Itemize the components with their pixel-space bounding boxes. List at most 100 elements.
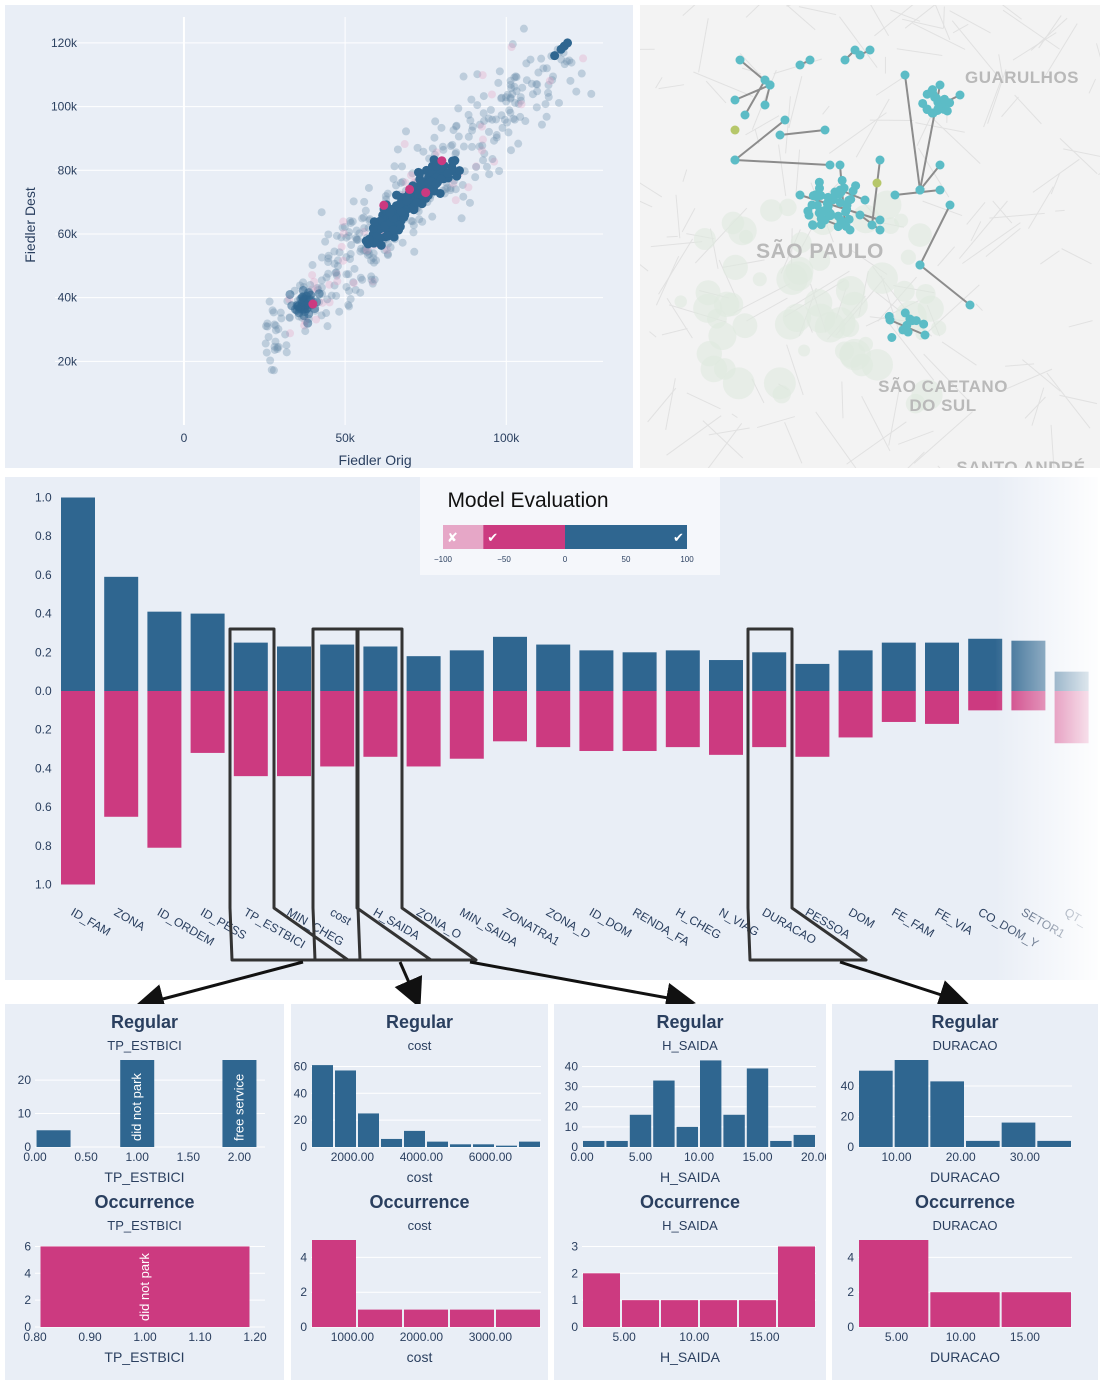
regular-bar-zona_d[interactable] — [536, 645, 570, 691]
histogram-bar[interactable] — [312, 1065, 333, 1147]
occurrence-bar-renda_fa[interactable] — [623, 691, 657, 751]
trip-node-highlight[interactable] — [731, 126, 740, 135]
trip-node[interactable] — [838, 176, 847, 185]
histogram-bar[interactable] — [747, 1068, 768, 1147]
occurrence-bar-zonatra1[interactable] — [493, 691, 527, 741]
trip-node[interactable] — [856, 51, 865, 60]
regular-bar-n_viag[interactable] — [709, 660, 743, 691]
trip-node[interactable] — [836, 161, 845, 170]
occurrence-bar-cost[interactable] — [320, 691, 354, 766]
regular-bar-min_cheg[interactable] — [277, 646, 311, 691]
trip-node[interactable] — [946, 201, 955, 210]
regular-bar-tp_estbici[interactable] — [234, 643, 268, 691]
histogram-bar[interactable] — [496, 1310, 540, 1327]
trip-node[interactable] — [861, 196, 870, 205]
occurrence-bar-duracao[interactable] — [752, 691, 786, 747]
trip-node[interactable] — [731, 156, 740, 165]
trip-node[interactable] — [918, 99, 927, 108]
histogram-bar[interactable] — [1037, 1141, 1071, 1147]
trip-node[interactable] — [736, 56, 745, 65]
trip-node[interactable] — [796, 61, 805, 70]
trip-node[interactable] — [823, 203, 832, 212]
occurrence-bar-min_cheg[interactable] — [277, 691, 311, 776]
occurrence-bar-tp_estbici[interactable] — [234, 691, 268, 776]
regular-bar-dom[interactable] — [839, 650, 873, 691]
histogram-bar[interactable] — [700, 1060, 721, 1147]
trip-node[interactable] — [821, 126, 830, 135]
histogram-bar[interactable] — [700, 1300, 737, 1327]
histogram-bar[interactable] — [1002, 1123, 1036, 1147]
regular-bar-id_dom[interactable] — [579, 650, 613, 691]
trip-node[interactable] — [936, 186, 945, 195]
occurrence-bar-fe_fam[interactable] — [882, 691, 916, 722]
histogram-bar[interactable] — [1002, 1292, 1071, 1327]
histogram-bar[interactable] — [677, 1127, 698, 1147]
histogram-bar[interactable] — [770, 1141, 791, 1147]
trip-node[interactable] — [826, 211, 835, 220]
model-evaluation-chart[interactable]: 1.00.80.60.40.20.00.20.40.60.81.0ID_FAMZ… — [5, 477, 1098, 980]
histogram-bar[interactable] — [895, 1060, 929, 1147]
trip-node[interactable] — [923, 90, 932, 99]
histogram-bar[interactable] — [381, 1139, 402, 1147]
occurrence-bar-id_pess[interactable] — [191, 691, 225, 753]
histogram-bar[interactable] — [859, 1071, 893, 1147]
regular-bar-duracao[interactable] — [752, 652, 786, 691]
trip-node[interactable] — [901, 71, 910, 80]
histogram-bar[interactable] — [358, 1113, 379, 1147]
histogram-bar[interactable] — [653, 1081, 674, 1147]
trip-node[interactable] — [905, 315, 914, 324]
histogram-bar[interactable] — [606, 1141, 627, 1147]
histogram-bar[interactable] — [427, 1142, 448, 1147]
histogram-bar[interactable] — [930, 1081, 964, 1147]
trip-node[interactable] — [809, 191, 818, 200]
histogram-bar[interactable] — [496, 1146, 517, 1147]
occurrence-bar-fe_via[interactable] — [925, 691, 959, 724]
histogram-bar[interactable] — [622, 1300, 659, 1327]
trip-node[interactable] — [933, 104, 942, 113]
histogram-bar[interactable] — [450, 1310, 494, 1327]
occurrence-bar-id_fam[interactable] — [61, 691, 95, 885]
trip-node[interactable] — [829, 195, 838, 204]
trip-node[interactable] — [844, 196, 853, 205]
trip-node[interactable] — [919, 320, 928, 329]
trip-node[interactable] — [826, 161, 835, 170]
occurrence-bar-h_saida[interactable] — [363, 691, 397, 757]
histogram-bar[interactable] — [630, 1115, 651, 1147]
trip-node[interactable] — [916, 186, 925, 195]
histogram-bar[interactable] — [723, 1115, 744, 1147]
histogram-bar[interactable] — [794, 1135, 815, 1147]
histogram-bar[interactable] — [37, 1130, 71, 1147]
histogram-bar[interactable] — [661, 1300, 698, 1327]
occurrence-bar-n_viag[interactable] — [709, 691, 743, 755]
trip-node[interactable] — [916, 261, 925, 270]
occurrence-bar-zona_d[interactable] — [536, 691, 570, 747]
trip-node[interactable] — [804, 211, 813, 220]
trip-node[interactable] — [761, 76, 770, 85]
trip-node[interactable] — [830, 188, 839, 197]
histogram-bar[interactable] — [404, 1310, 448, 1327]
histogram-bar[interactable] — [778, 1246, 815, 1327]
trip-node[interactable] — [891, 191, 900, 200]
regular-bar-id_ordem[interactable] — [147, 612, 181, 691]
trip-node[interactable] — [815, 184, 824, 193]
regular-bar-h_cheg[interactable] — [666, 650, 700, 691]
trip-node[interactable] — [921, 331, 930, 340]
trip-node[interactable] — [761, 101, 770, 110]
legend-segment-true[interactable] — [565, 525, 687, 549]
trip-node[interactable] — [841, 56, 850, 65]
trip-node[interactable] — [876, 226, 885, 235]
regular-bar-renda_fa[interactable] — [623, 652, 657, 691]
regular-bar-cost[interactable] — [320, 645, 354, 691]
occurrence-bar-dom[interactable] — [839, 691, 873, 737]
trip-node[interactable] — [887, 333, 896, 342]
occurrence-bar-id_ordem[interactable] — [147, 691, 181, 848]
trip-node[interactable] — [876, 156, 885, 165]
trip-node[interactable] — [866, 46, 875, 55]
trip-node[interactable] — [956, 91, 965, 100]
histogram-bar[interactable] — [358, 1310, 402, 1327]
regular-bar-id_fam[interactable] — [61, 498, 95, 692]
trip-node[interactable] — [885, 312, 894, 321]
regular-bar-fe_via[interactable] — [925, 643, 959, 691]
